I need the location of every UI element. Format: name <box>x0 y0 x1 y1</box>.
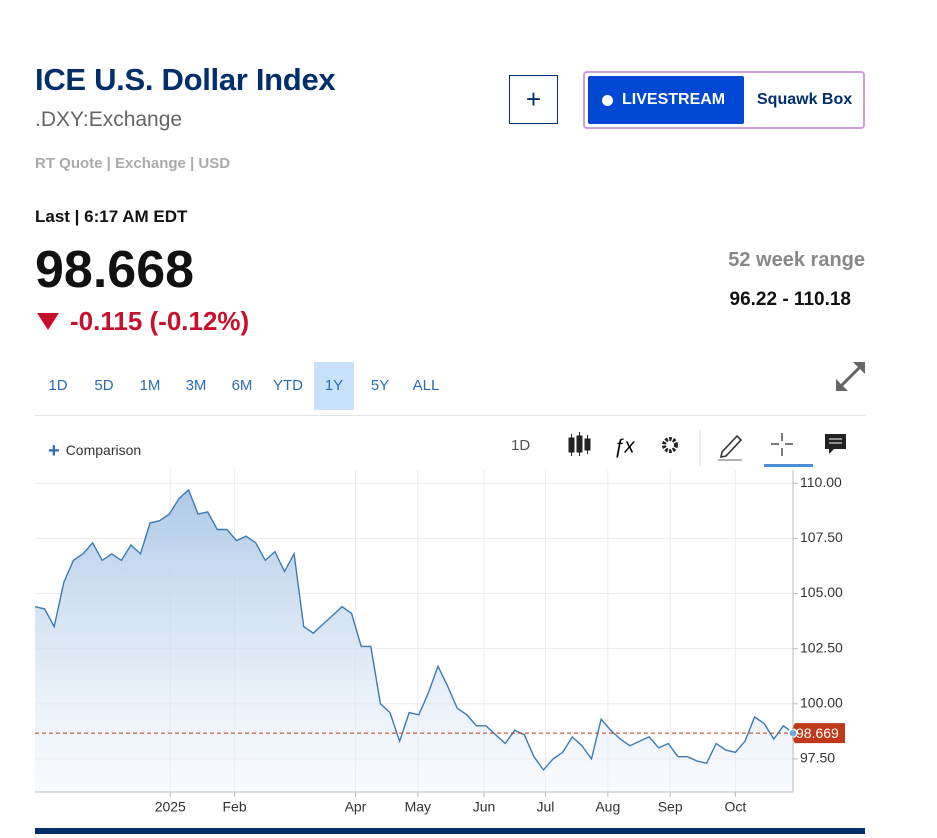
crosshair-icon[interactable] <box>771 433 793 456</box>
expand-icon[interactable] <box>836 362 865 391</box>
period-tab[interactable]: 1Y <box>314 362 354 410</box>
add-button[interactable]: + <box>509 75 558 124</box>
period-tab[interactable]: 5Y <box>370 377 390 394</box>
period-tab[interactable]: 1M <box>139 377 161 394</box>
period-tab[interactable]: 5D <box>94 377 114 394</box>
quote-meta: RT Quote | Exchange | USD <box>35 155 231 172</box>
period-tab[interactable]: 3M <box>185 377 207 394</box>
last-value-tag <box>789 723 845 744</box>
x-tick-label: 2025 <box>155 799 186 815</box>
period-tab[interactable]: 1D <box>48 377 68 394</box>
comparison-label: Comparison <box>65 442 142 458</box>
line <box>34 488 794 772</box>
squawk-box-button[interactable]: Squawk Box <box>757 91 853 108</box>
y-tick-label: 100.00 <box>800 694 843 710</box>
down-arrow <box>37 313 59 330</box>
comparison-button[interactable]: + Comparison <box>48 440 142 462</box>
active-tool-underline <box>764 464 813 467</box>
candles-icon[interactable] <box>568 432 591 456</box>
y-tick-label: 105.00 <box>800 584 843 600</box>
y-tick-label: 102.50 <box>800 639 843 655</box>
x-tick-label: Apr <box>345 799 367 815</box>
draw-icon[interactable] <box>718 434 743 461</box>
live-dot <box>602 95 613 106</box>
interval-button[interactable]: 1D <box>511 437 531 454</box>
period-tab[interactable]: 6M <box>231 377 253 394</box>
x-tick-label: Jun <box>473 799 496 815</box>
livestream-frame <box>583 71 865 129</box>
title: ICE U.S. Dollar Index <box>35 62 336 97</box>
x-tick-label: Aug <box>595 799 620 815</box>
period-tabs: 1D 5D 1M 3M 6M YTD 1Y 5Y ALL <box>35 362 449 410</box>
x-tick-label: May <box>405 799 431 815</box>
period-tab[interactable]: YTD <box>273 377 303 394</box>
x-tick-label: Oct <box>725 799 747 815</box>
divider <box>35 415 865 416</box>
area <box>35 489 793 792</box>
range-label: 52 week range <box>728 249 865 271</box>
symbol: .DXY:Exchange <box>35 108 183 131</box>
x-tick-label: Feb <box>223 799 247 815</box>
y-tick-label: 97.50 <box>800 750 835 766</box>
last-time: Last | 6:17 AM EDT <box>35 207 188 226</box>
indicators-icon[interactable]: ƒx <box>613 435 635 457</box>
range: 96.22 - 110.18 <box>729 289 852 310</box>
y-tick-label: 107.50 <box>800 529 843 545</box>
last-value-label: 98.669 <box>796 725 839 741</box>
x-tick-label: Jul <box>536 799 554 815</box>
comment-icon[interactable] <box>825 434 846 454</box>
price: 98.668 <box>35 241 195 299</box>
settings-icon[interactable] <box>662 437 678 453</box>
bottom-bar <box>35 828 865 834</box>
change: -0.115 (-0.12%) <box>70 306 250 336</box>
livestream-button[interactable]: LIVESTREAM <box>588 76 744 124</box>
x-tick-label: Sep <box>658 799 683 815</box>
period-tab[interactable]: ALL <box>412 377 440 394</box>
y-tick-label: 110.00 <box>800 474 842 490</box>
